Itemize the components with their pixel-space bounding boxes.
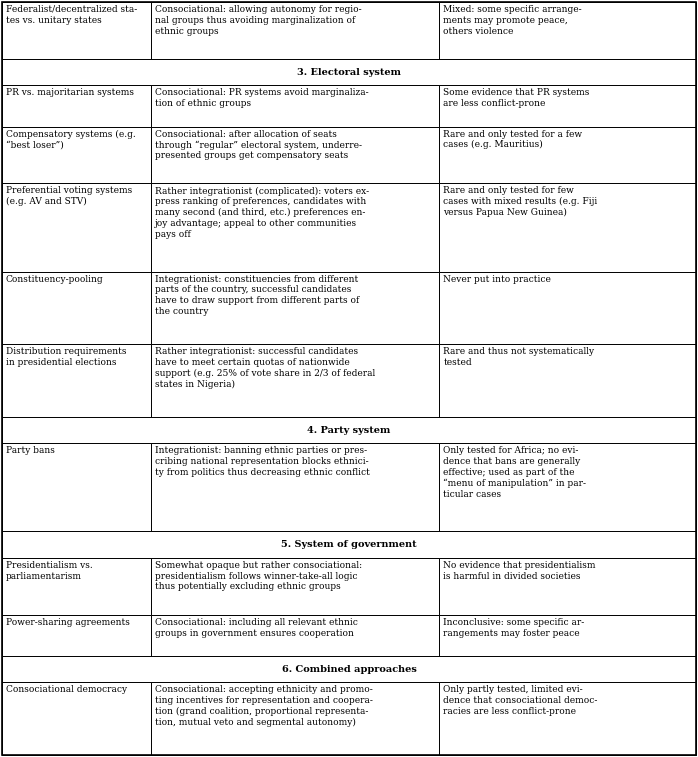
Bar	[2, 656, 696, 682]
Bar	[439, 444, 696, 531]
Bar	[439, 272, 696, 344]
Text: Integrationist: banning ethnic parties or pres-
cribing national representation : Integrationist: banning ethnic parties o…	[155, 446, 370, 477]
Text: Rare and only tested for a few
cases (e.g. Mauritius): Rare and only tested for a few cases (e.…	[443, 129, 582, 149]
Bar	[2, 531, 696, 558]
Bar	[2, 2, 151, 59]
Bar	[439, 183, 696, 272]
Text: Power-sharing agreements: Power-sharing agreements	[6, 618, 130, 627]
Text: Only partly tested, limited evi-
dence that consociational democ-
racies are les: Only partly tested, limited evi- dence t…	[443, 685, 597, 716]
Text: 6. Combined approaches: 6. Combined approaches	[281, 665, 417, 674]
Text: Inconclusive: some specific ar-
rangements may foster peace: Inconclusive: some specific ar- rangemen…	[443, 618, 584, 637]
Bar	[151, 126, 439, 183]
Bar	[439, 344, 696, 417]
Bar	[2, 126, 151, 183]
Text: Somewhat opaque but rather consociational:
presidentialism follows winner-take-a: Somewhat opaque but rather consociationa…	[155, 561, 362, 591]
Text: Consociational: PR systems avoid marginaliza-
tion of ethnic groups: Consociational: PR systems avoid margina…	[155, 89, 369, 108]
Bar	[151, 344, 439, 417]
Bar	[2, 183, 151, 272]
Bar	[2, 86, 151, 126]
Text: 5. System of government: 5. System of government	[281, 540, 417, 549]
Bar	[2, 615, 151, 656]
Text: Rather integrationist: successful candidates
have to meet certain quotas of nati: Rather integrationist: successful candid…	[155, 347, 376, 389]
Bar	[151, 444, 439, 531]
Bar	[2, 59, 696, 86]
Bar	[439, 86, 696, 126]
Text: Some evidence that PR systems
are less conflict-prone: Some evidence that PR systems are less c…	[443, 89, 590, 108]
Bar	[2, 558, 151, 615]
Bar	[151, 558, 439, 615]
Text: Party bans: Party bans	[6, 446, 55, 455]
Text: Distribution requirements
in presidential elections: Distribution requirements in presidentia…	[6, 347, 126, 367]
Text: Consociational: accepting ethnicity and promo-
ting incentives for representatio: Consociational: accepting ethnicity and …	[155, 685, 373, 727]
Bar	[2, 444, 151, 531]
Text: 4. Party system: 4. Party system	[307, 425, 391, 435]
Text: Constituency-pooling: Constituency-pooling	[6, 275, 103, 284]
Text: Never put into practice: Never put into practice	[443, 275, 551, 284]
Bar	[151, 2, 439, 59]
Bar	[439, 558, 696, 615]
Text: Presidentialism vs.
parliamentarism: Presidentialism vs. parliamentarism	[6, 561, 93, 581]
Text: Consociational democracy: Consociational democracy	[6, 685, 127, 694]
Bar	[2, 272, 151, 344]
Bar	[151, 86, 439, 126]
Text: Integrationist: constituencies from different
parts of the country, successful c: Integrationist: constituencies from diff…	[155, 275, 359, 316]
Bar	[439, 2, 696, 59]
Bar	[151, 682, 439, 755]
Bar	[151, 615, 439, 656]
Text: Mixed: some specific arrange-
ments may promote peace,
others violence: Mixed: some specific arrange- ments may …	[443, 5, 582, 36]
Text: Federalist/decentralized sta-
tes vs. unitary states: Federalist/decentralized sta- tes vs. un…	[6, 5, 138, 25]
Text: Consociational: including all relevant ethnic
groups in government ensures coope: Consociational: including all relevant e…	[155, 618, 358, 637]
Text: Rare and thus not systematically
tested: Rare and thus not systematically tested	[443, 347, 594, 367]
Bar	[2, 682, 151, 755]
Text: Consociational: after allocation of seats
through “regular” electoral system, un: Consociational: after allocation of seat…	[155, 129, 362, 160]
Text: Only tested for Africa; no evi-
dence that bans are generally
effective; used as: Only tested for Africa; no evi- dence th…	[443, 446, 586, 499]
Bar	[151, 272, 439, 344]
Text: Rare and only tested for few
cases with mixed results (e.g. Fiji
versus Papua Ne: Rare and only tested for few cases with …	[443, 186, 597, 217]
Text: Consociational: allowing autonomy for regio-
nal groups thus avoiding marginaliz: Consociational: allowing autonomy for re…	[155, 5, 362, 36]
Bar	[2, 344, 151, 417]
Text: Preferential voting systems
(e.g. AV and STV): Preferential voting systems (e.g. AV and…	[6, 186, 132, 207]
Text: No evidence that presidentialism
is harmful in divided societies: No evidence that presidentialism is harm…	[443, 561, 595, 581]
Text: PR vs. majoritarian systems: PR vs. majoritarian systems	[6, 89, 134, 98]
Bar	[439, 615, 696, 656]
Text: 3. Electoral system: 3. Electoral system	[297, 67, 401, 76]
Bar	[151, 183, 439, 272]
Text: Compensatory systems (e.g.
“best loser”): Compensatory systems (e.g. “best loser”)	[6, 129, 135, 149]
Bar	[2, 417, 696, 444]
Bar	[439, 682, 696, 755]
Text: Rather integrationist (complicated): voters ex-
press ranking of preferences, ca: Rather integrationist (complicated): vot…	[155, 186, 369, 238]
Bar	[439, 126, 696, 183]
